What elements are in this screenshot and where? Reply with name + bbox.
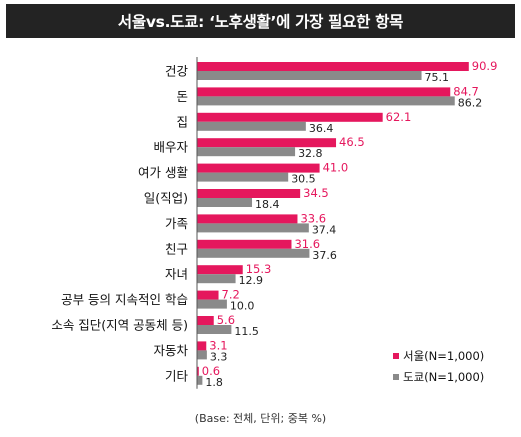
- bar-tokyo: [197, 375, 203, 385]
- bar-seoul: [197, 62, 469, 71]
- bar-seoul: [197, 316, 214, 325]
- data-label-tokyo: 30.5: [291, 173, 316, 186]
- bar-seoul: [197, 265, 243, 275]
- category-label: 건강: [165, 64, 189, 79]
- bar-tokyo: [197, 274, 236, 284]
- data-label-seoul: 0.6: [202, 364, 220, 378]
- data-label-tokyo: 12.9: [239, 274, 263, 287]
- bar-tokyo: [197, 96, 455, 106]
- data-label-seoul: 34.5: [303, 186, 329, 200]
- bar-tokyo: [197, 71, 422, 80]
- bar-seoul: [197, 138, 337, 148]
- data-label-tokyo: 32.8: [298, 147, 323, 160]
- data-label-tokyo: 18.4: [255, 198, 279, 211]
- data-label-tokyo: 37.6: [312, 249, 337, 262]
- data-label-tokyo: 11.5: [234, 325, 259, 338]
- bar-tokyo: [197, 350, 207, 360]
- data-label-tokyo: 37.4: [312, 223, 337, 236]
- category-label: 기타: [165, 368, 189, 383]
- data-label-seoul: 41.0: [323, 161, 349, 175]
- category-label: 집: [176, 114, 188, 129]
- legend-label-tokyo: 도쿄(N=1,000): [403, 370, 484, 384]
- legend-swatch-seoul: [393, 353, 399, 359]
- legend-swatch-tokyo: [393, 374, 399, 380]
- chart-title: 서울vs.도쿄: ‘노후생활’에 가장 필요한 항목: [6, 4, 515, 38]
- data-label-seoul: 3.1: [209, 338, 227, 352]
- bar-seoul: [197, 366, 199, 376]
- category-label: 여가 생활: [138, 165, 188, 180]
- bar-seoul: [197, 341, 207, 351]
- bar-seoul: [197, 87, 451, 97]
- category-label: 일(직업): [144, 191, 188, 206]
- category-label: 공부 등의 지속적인 학습: [61, 292, 188, 307]
- data-label-seoul: 15.3: [246, 262, 272, 276]
- data-label-tokyo: 3.3: [210, 350, 228, 363]
- data-label-seoul: 62.1: [386, 110, 412, 124]
- data-label-tokyo: 75.1: [425, 71, 450, 84]
- bar-tokyo: [197, 325, 232, 334]
- bar-tokyo: [197, 248, 310, 258]
- bar-tokyo: [197, 223, 309, 233]
- data-label-tokyo: 86.2: [458, 96, 483, 109]
- bar-tokyo: [197, 147, 296, 157]
- data-label-tokyo: 36.4: [309, 122, 334, 135]
- data-label-seoul: 90.9: [472, 59, 498, 73]
- bar-seoul: [197, 290, 219, 300]
- data-label-tokyo: 10.0: [230, 300, 255, 313]
- bar-seoul: [197, 112, 383, 122]
- bar-tokyo: [197, 198, 253, 207]
- bar-tokyo: [197, 172, 289, 182]
- data-label-seoul: 46.5: [339, 135, 365, 149]
- bar-seoul: [197, 214, 298, 224]
- category-label: 자동차: [153, 343, 188, 358]
- legend-label-seoul: 서울(N=1,000): [403, 349, 484, 363]
- category-label: 소속 집단(지역 공동체 등): [51, 318, 188, 333]
- bar-seoul: [197, 239, 292, 249]
- data-label-seoul: 84.7: [453, 84, 479, 98]
- bar-tokyo: [197, 299, 227, 309]
- data-label-seoul: 31.6: [294, 237, 320, 251]
- data-label-seoul: 33.6: [300, 211, 326, 225]
- category-label: 자녀: [165, 267, 188, 282]
- data-label-tokyo: 1.8: [205, 376, 223, 389]
- bar-tokyo: [197, 121, 306, 131]
- category-label: 돈: [176, 89, 188, 104]
- category-label: 배우자: [153, 140, 188, 155]
- data-label-seoul: 7.2: [222, 288, 240, 302]
- bar-seoul: [197, 163, 320, 173]
- chart-footnote: (Base: 전체, 단위; 중복 %): [194, 412, 327, 425]
- data-label-seoul: 5.6: [217, 313, 235, 327]
- category-label: 친구: [165, 241, 188, 256]
- bar-seoul: [197, 189, 301, 198]
- category-label: 가족: [165, 216, 188, 231]
